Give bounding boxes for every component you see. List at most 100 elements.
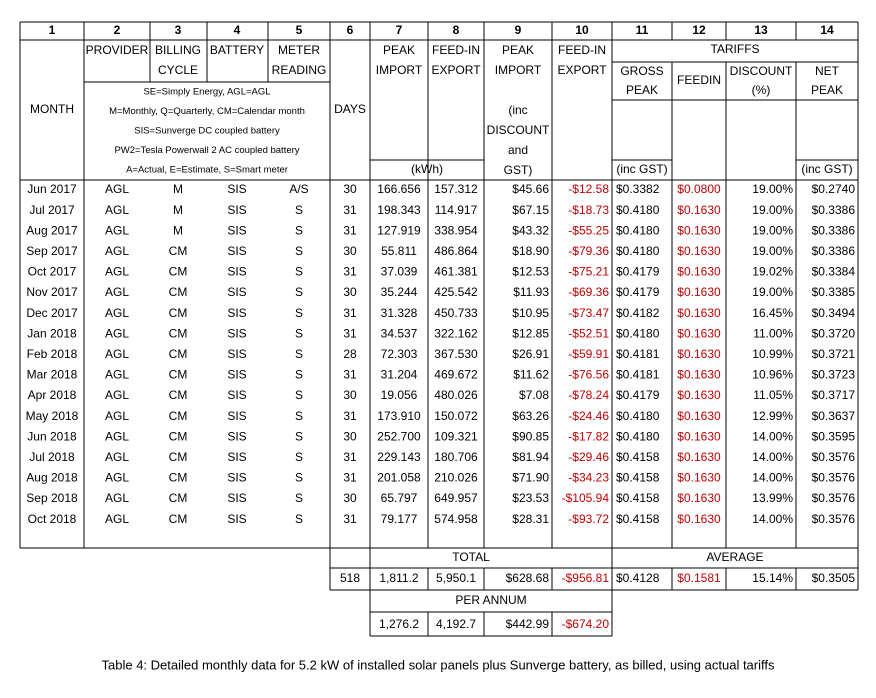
- note: PW2=Tesla Powerwall 2 AC coupled battery: [114, 145, 299, 156]
- cell: -$79.36: [568, 244, 609, 258]
- average-value: $0.3505: [812, 571, 856, 585]
- cell: $0.1630: [677, 368, 721, 382]
- cell: Sep 2017: [26, 244, 78, 258]
- cell: AGL: [105, 471, 129, 485]
- average-label: AVERAGE: [706, 550, 763, 564]
- total-value: 518: [340, 571, 360, 585]
- column-number: 12: [692, 23, 706, 37]
- header: IMPORT: [495, 63, 542, 77]
- cell: $23.53: [512, 491, 549, 505]
- cell: 31: [343, 471, 357, 485]
- cell: $7.08: [519, 388, 549, 402]
- header: (inc GST): [616, 162, 667, 176]
- header: (inc: [508, 103, 527, 117]
- cell: 198.343: [377, 203, 421, 217]
- cell: -$73.47: [568, 306, 609, 320]
- cell: $43.32: [512, 223, 549, 237]
- cell: -$12.58: [568, 182, 609, 196]
- cell: Sep 2018: [26, 491, 78, 505]
- cell: $0.3720: [812, 326, 856, 340]
- cell: $0.4180: [616, 203, 660, 217]
- header: METER: [278, 43, 320, 57]
- cell: 486.864: [434, 244, 478, 258]
- cell: -$76.56: [568, 368, 609, 382]
- cell: AGL: [105, 368, 129, 382]
- cell: $0.1630: [677, 429, 721, 443]
- cell: 13.99%: [752, 491, 793, 505]
- column-number: 10: [575, 23, 589, 37]
- header: PROVIDER: [86, 43, 149, 57]
- cell: $0.4180: [616, 244, 660, 258]
- cell: $0.3576: [812, 471, 856, 485]
- cell: -$93.72: [568, 512, 609, 526]
- cell: CM: [169, 265, 188, 279]
- cell: $0.4181: [616, 368, 660, 382]
- cell: $90.85: [512, 429, 549, 443]
- cell: 157.312: [434, 182, 478, 196]
- cell: $0.1630: [677, 285, 721, 299]
- cell: Nov 2017: [26, 285, 78, 299]
- cell: $0.1630: [677, 223, 721, 237]
- cell: $0.4181: [616, 347, 660, 361]
- cell: 649.957: [434, 491, 478, 505]
- cell: SIS: [227, 491, 246, 505]
- column-number: 4: [234, 23, 241, 37]
- cell: Jul 2018: [29, 450, 75, 464]
- cell: $0.3721: [812, 347, 856, 361]
- cell: SIS: [227, 244, 246, 258]
- cell: $0.1630: [677, 512, 721, 526]
- total-label: TOTAL: [452, 550, 490, 564]
- cell: AGL: [105, 265, 129, 279]
- cell: Oct 2018: [28, 512, 77, 526]
- header: CYCLE: [158, 63, 198, 77]
- column-number: 2: [114, 23, 121, 37]
- cell: S: [295, 265, 303, 279]
- note: SIS=Sunverge DC coupled battery: [134, 126, 280, 137]
- header: BATTERY: [210, 43, 264, 57]
- cell: S: [295, 347, 303, 361]
- cell: 10.96%: [752, 368, 793, 382]
- cell: 14.00%: [752, 450, 793, 464]
- cell: 31.204: [381, 368, 418, 382]
- cell: SIS: [227, 429, 246, 443]
- per-annum-value: 4,192.7: [436, 617, 476, 631]
- cell: $0.1630: [677, 471, 721, 485]
- cell: 30: [343, 182, 357, 196]
- cell: $0.1630: [677, 265, 721, 279]
- cell: 180.706: [434, 450, 478, 464]
- cell: -$34.23: [568, 471, 609, 485]
- cell: S: [295, 388, 303, 402]
- cell: $10.95: [512, 306, 549, 320]
- cell: $12.53: [512, 265, 549, 279]
- header: DAYS: [334, 102, 366, 116]
- cell: $0.3385: [812, 285, 856, 299]
- column-number: 8: [453, 23, 460, 37]
- cell: S: [295, 203, 303, 217]
- cell: -$105.94: [562, 491, 610, 505]
- cell: 367.530: [434, 347, 478, 361]
- column-number: 5: [296, 23, 303, 37]
- cell: 79.177: [381, 512, 418, 526]
- cell: CM: [169, 347, 188, 361]
- cell: $11.93: [513, 285, 549, 299]
- cell: 14.00%: [752, 471, 793, 485]
- cell: Jun 2018: [27, 429, 77, 443]
- cell: S: [295, 471, 303, 485]
- cell: 338.954: [434, 223, 478, 237]
- cell: 114.917: [435, 203, 478, 217]
- cell: CM: [169, 326, 188, 340]
- cell: -$55.25: [568, 223, 609, 237]
- cell: $0.4182: [616, 306, 660, 320]
- cell: $0.4158: [616, 512, 660, 526]
- cell: $0.3576: [812, 491, 856, 505]
- cell: 229.143: [377, 450, 421, 464]
- cell: Dec 2017: [26, 306, 78, 320]
- cell: $0.1630: [677, 491, 721, 505]
- header: (%): [752, 83, 771, 97]
- header: DISCOUNT: [487, 123, 550, 137]
- cell: AGL: [105, 244, 129, 258]
- cell: $0.0800: [677, 182, 721, 196]
- header: PEAK: [502, 43, 534, 57]
- cell: $0.3386: [812, 244, 856, 258]
